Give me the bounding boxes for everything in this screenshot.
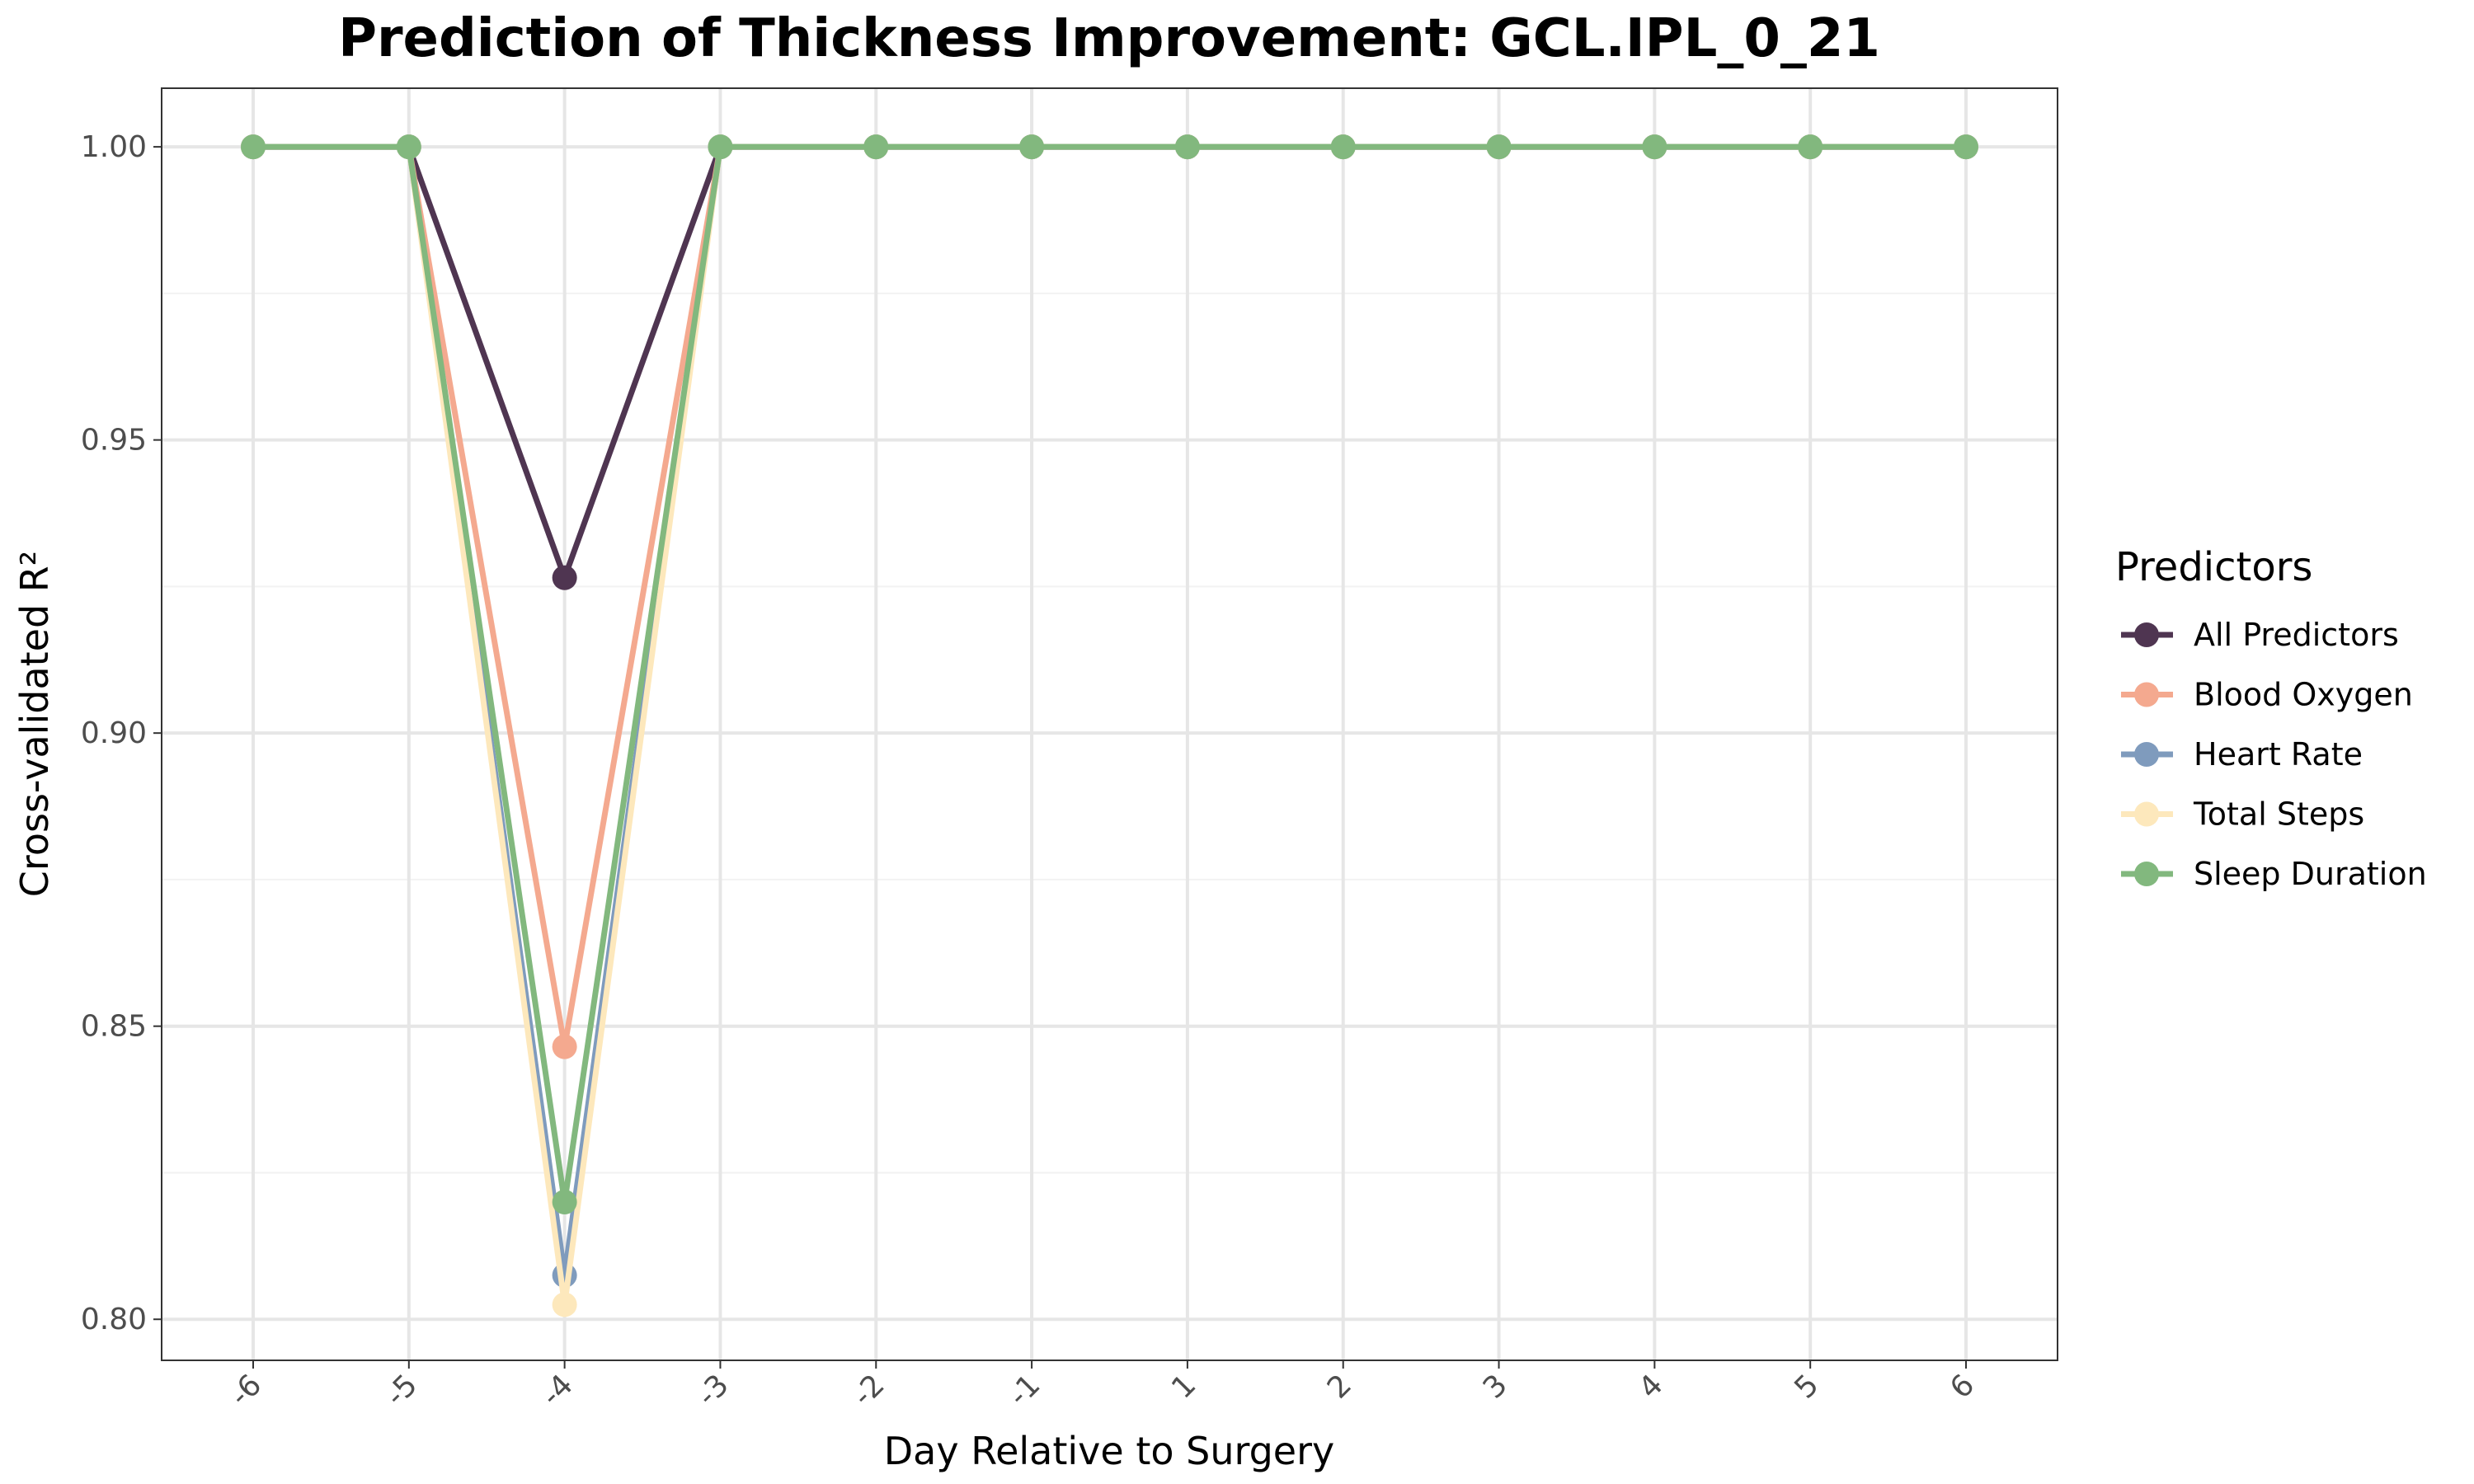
legend-label: Blood Oxygen bbox=[2194, 677, 2413, 713]
legend-key-point bbox=[2134, 622, 2159, 647]
x-axis-title: Day Relative to Surgery bbox=[884, 1429, 1334, 1473]
legend-title: Predictors bbox=[2115, 544, 2312, 590]
data-point bbox=[241, 134, 266, 160]
data-point bbox=[1798, 134, 1823, 160]
legend-label: Heart Rate bbox=[2194, 736, 2363, 773]
data-point bbox=[863, 134, 889, 160]
legend-item: Sleep Duration bbox=[2121, 856, 2427, 892]
y-tick-label: 0.85 bbox=[81, 1010, 147, 1044]
series-layer bbox=[241, 134, 1978, 1317]
data-point bbox=[552, 1190, 577, 1215]
data-point bbox=[1174, 134, 1200, 160]
data-point bbox=[396, 134, 421, 160]
data-point bbox=[1486, 134, 1512, 160]
legend-items: All Predictors Blood Oxygen Heart Rate Tota… bbox=[2121, 617, 2427, 892]
legend-key-point bbox=[2134, 682, 2159, 707]
y-tick-label: 0.80 bbox=[81, 1303, 147, 1336]
legend-item: Heart Rate bbox=[2121, 736, 2363, 773]
y-tick-label: 0.95 bbox=[81, 424, 147, 458]
y-axis-ticks: 0.80 0.85 0.90 0.95 1.00 bbox=[81, 130, 162, 1336]
plot-panel bbox=[162, 88, 2058, 1360]
legend-item: All Predictors bbox=[2121, 617, 2399, 653]
data-point bbox=[1019, 134, 1045, 160]
data-point bbox=[1954, 134, 1978, 160]
data-point bbox=[552, 565, 577, 590]
legend-label: Sleep Duration bbox=[2194, 856, 2427, 892]
data-point bbox=[552, 1034, 577, 1059]
legend-key-point bbox=[2134, 742, 2159, 767]
legend-label: Total Steps bbox=[2193, 796, 2364, 833]
data-point bbox=[552, 1292, 577, 1317]
data-point bbox=[1330, 134, 1356, 160]
series-sleep-duration bbox=[241, 134, 1978, 1215]
data-point bbox=[1642, 134, 1667, 160]
data-point bbox=[708, 134, 733, 160]
legend-key-point bbox=[2134, 862, 2159, 886]
legend-label: All Predictors bbox=[2194, 617, 2399, 653]
series-line bbox=[253, 143, 1966, 1205]
legend-item: Total Steps bbox=[2121, 796, 2364, 833]
chart-title: Prediction of Thickness Improvement: GCL… bbox=[338, 8, 1880, 69]
y-tick-label: 1.00 bbox=[81, 130, 147, 164]
legend-item: Blood Oxygen bbox=[2121, 677, 2413, 713]
y-tick-label: 0.90 bbox=[81, 716, 147, 750]
plot-border bbox=[161, 87, 2058, 1361]
grid-lines bbox=[162, 88, 2058, 1360]
y-axis-title: Cross-validated R² bbox=[12, 551, 57, 897]
legend-key-point bbox=[2134, 801, 2159, 827]
legend: Predictors All Predictors Blood Oxygen Hea… bbox=[2115, 544, 2427, 892]
